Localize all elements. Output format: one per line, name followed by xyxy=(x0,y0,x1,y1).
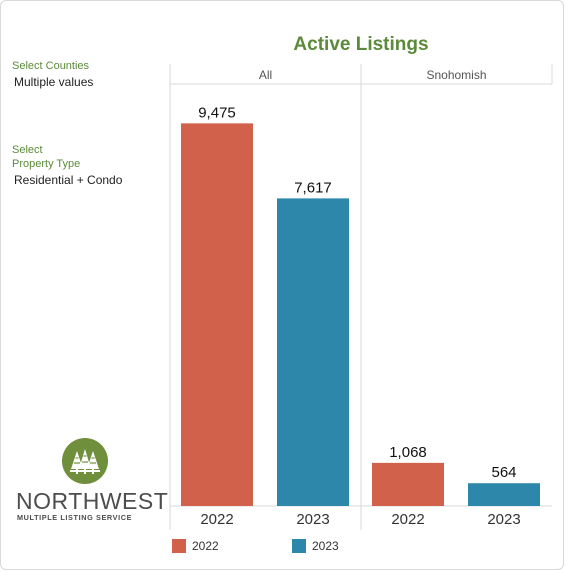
bar-all-2022 xyxy=(181,123,253,506)
logo-subtitle: MULTIPLE LISTING SERVICE xyxy=(17,513,133,522)
county-filter-label: Select Counties xyxy=(12,60,90,72)
x-tick-label-all-2023: 2023 xyxy=(296,511,329,528)
legend-label-2023: 2023 xyxy=(312,539,339,553)
data-label-all-2023: 7,617 xyxy=(294,179,332,196)
panel-header-all: All xyxy=(259,68,272,82)
bar-snohomish-2022 xyxy=(372,462,444,506)
chart-title: Active Listings xyxy=(293,34,428,55)
data-label-snohomish-2022: 1,068 xyxy=(389,444,427,461)
legend-label-2022: 2022 xyxy=(192,539,219,553)
bar-all-2023 xyxy=(277,198,349,506)
x-tick-label-snohomish-2022: 2022 xyxy=(391,511,424,528)
panel-header-snohomish: Snohomish xyxy=(426,68,486,82)
tree-logo-icon xyxy=(62,438,108,484)
property-type-label-line1: Select xyxy=(12,144,43,156)
county-filter-value[interactable]: Multiple values xyxy=(14,75,94,89)
legend-swatch-2023 xyxy=(292,539,306,553)
data-label-all-2022: 9,475 xyxy=(198,104,236,121)
property-type-filter-value[interactable]: Residential + Condo xyxy=(14,173,123,187)
nwmls-logo: NORTHWEST MULTIPLE LISTING SERVICE xyxy=(16,438,169,528)
logo-wordmark: NORTHWEST xyxy=(16,488,169,514)
bar-snohomish-2023 xyxy=(468,483,540,506)
x-tick-label-snohomish-2023: 2023 xyxy=(487,511,520,528)
x-tick-label-all-2022: 2022 xyxy=(200,511,233,528)
data-label-snohomish-2023: 564 xyxy=(491,464,516,481)
property-type-label-line2: Property Type xyxy=(12,158,81,170)
legend-swatch-2022 xyxy=(172,539,186,553)
